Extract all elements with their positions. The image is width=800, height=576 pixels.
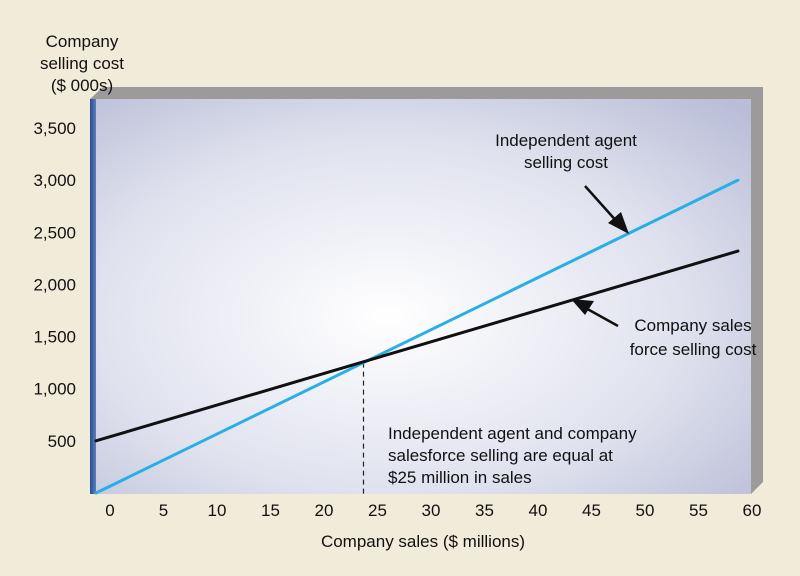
salesforce-label-arrowhead [571,299,594,315]
breakeven-note-line-1: Independent agent and company [388,424,637,443]
left-axis-bar [90,99,96,494]
x-tick-label: 45 [582,501,601,520]
y-tick-label: 3,000 [33,171,76,190]
y-tick-label: 2,500 [33,223,76,242]
y-axis-ticks: 500 1,000 1,500 2,000 2,500 3,000 3,500 [33,119,76,451]
independent-agent-cost-line [94,178,740,495]
x-tick-label: 30 [422,501,441,520]
salesforce-label-line-1: Company sales [634,316,751,335]
salesforce-label-line-2: force selling cost [630,340,757,359]
agent-label-arrowhead [608,212,629,234]
y-tick-label: 1,000 [33,380,76,399]
x-tick-label: 40 [529,501,548,520]
agent-label-line-1: Independent agent [495,131,637,150]
x-tick-label: 10 [208,501,227,520]
y-tick-label: 1,500 [33,328,76,347]
y-axis-title-line-1: Company [46,32,119,51]
x-tick-label: 60 [743,501,762,520]
breakeven-note-line-2: salesforce selling are equal at [388,446,613,465]
x-tick-label: 0 [105,501,114,520]
plot-area [90,99,751,494]
agent-label-line-2: selling cost [524,153,608,172]
x-tick-label: 5 [159,501,168,520]
sales-force-cost-line [94,249,740,443]
y-axis-title-line-3: ($ 000s) [51,76,113,95]
x-tick-label: 55 [689,501,708,520]
plot-frame [90,87,763,494]
x-tick-label: 15 [261,501,280,520]
x-axis-ticks: 0 5 10 15 20 25 30 35 40 45 50 55 60 [105,501,761,520]
x-tick-label: 20 [315,501,334,520]
x-tick-label: 50 [636,501,655,520]
y-tick-label: 2,000 [33,275,76,294]
breakeven-note-line-3: $25 million in sales [388,468,532,487]
x-tick-label: 35 [475,501,494,520]
agent-label-arrow [584,185,620,225]
y-tick-label: 3,500 [33,119,76,138]
y-tick-label: 500 [48,432,76,451]
x-tick-label: 25 [368,501,387,520]
x-axis-title: Company sales ($ millions) [321,532,525,551]
y-axis-title-line-2: selling cost [40,54,124,73]
series-lines [94,178,740,495]
